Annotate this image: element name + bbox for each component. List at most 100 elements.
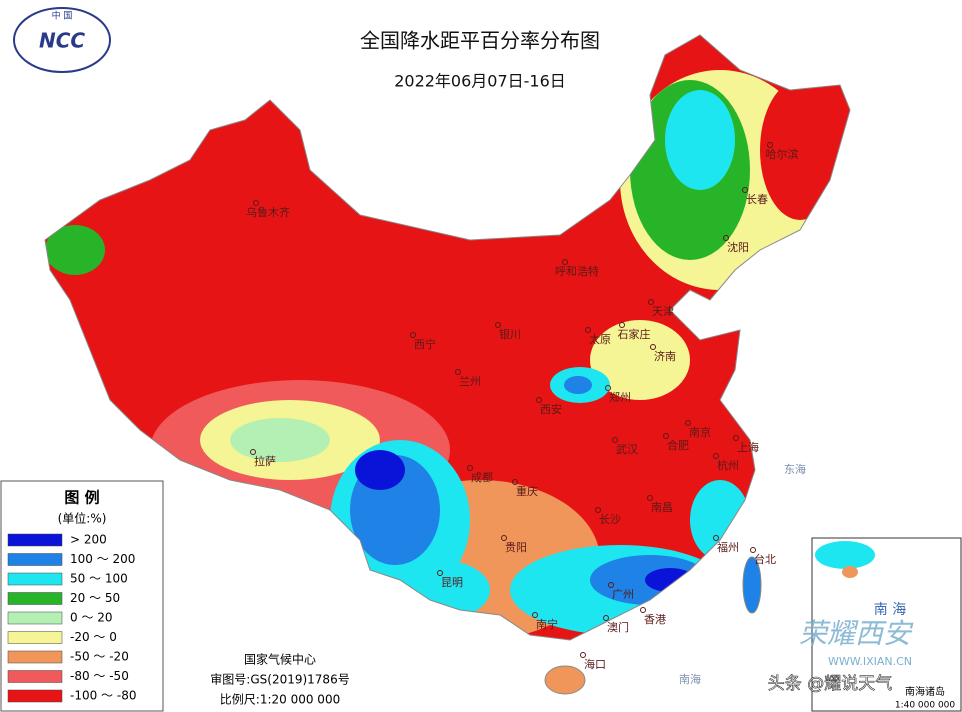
city-label: 武汉 xyxy=(616,443,638,456)
city-dot xyxy=(253,200,259,206)
legend-label: 100 ～ 200 xyxy=(70,552,135,566)
city-label: 呼和浩特 xyxy=(555,264,599,278)
city-label: 重庆 xyxy=(516,484,538,498)
city-dot xyxy=(512,479,518,485)
city-label: 广州 xyxy=(612,588,634,601)
legend-swatch xyxy=(7,533,63,547)
legend-swatch xyxy=(7,592,63,605)
city-label: 郑州 xyxy=(609,390,631,404)
city-dot xyxy=(713,453,719,459)
legend-label: 50 ～ 100 xyxy=(70,572,128,586)
city-dot xyxy=(437,570,443,576)
city-dot xyxy=(585,327,591,333)
city-dot xyxy=(742,187,748,193)
city-dot xyxy=(467,465,473,471)
city-dot xyxy=(532,612,538,618)
legend-unit: (单位:%) xyxy=(58,511,107,526)
legend-label: -100 ～ -80 xyxy=(70,689,136,703)
city-label: 贵阳 xyxy=(505,541,527,554)
city-label: 长春 xyxy=(746,193,768,206)
city-dot xyxy=(733,435,739,441)
watermark: 荣耀西安 WWW.IXIAN.CN 头条 @耀说天气 xyxy=(767,617,914,694)
city-dot xyxy=(410,332,416,338)
watermark-site: WWW.IXIAN.CN xyxy=(828,655,912,668)
city-label: 南宁 xyxy=(536,617,558,631)
city-label: 西安 xyxy=(540,402,562,416)
city-label: 沈阳 xyxy=(727,240,749,254)
city-dot xyxy=(650,344,656,350)
logo: 中 国 NCC xyxy=(13,7,111,73)
sea-label: 东海 xyxy=(784,462,806,476)
legend-label: -80 ～ -50 xyxy=(70,669,129,683)
logo-top: 中 国 xyxy=(52,10,73,22)
legend-swatch xyxy=(7,572,63,586)
watermark-name: 荣耀西安 xyxy=(799,617,914,650)
hainan xyxy=(544,665,586,695)
city-label: 南昌 xyxy=(651,501,673,514)
footer-org: 国家气候中心 xyxy=(244,652,316,667)
city-label: 上海 xyxy=(737,440,759,454)
city-dot xyxy=(713,535,719,541)
city-dot xyxy=(603,615,609,621)
legend-title: 图 例 xyxy=(64,489,99,507)
city-dot xyxy=(723,235,729,241)
city-label: 澳门 xyxy=(607,620,629,634)
city-label: 石家庄 xyxy=(618,327,651,341)
city-label: 西宁 xyxy=(414,337,436,351)
legend: 图 例 (单位:%) > 200 100 ～ 200 50 ～ 100 20 ～ 50… xyxy=(0,480,164,712)
city-dot xyxy=(685,420,691,426)
inset: 南 海 南海诸岛 1:40 000 000 xyxy=(811,537,962,712)
legend-swatch xyxy=(7,553,63,566)
legend-label: > 200 xyxy=(70,533,107,547)
legend-swatch xyxy=(7,650,63,664)
legend-swatch xyxy=(7,689,63,703)
city-dot xyxy=(648,299,654,305)
inset-sea: 南 海 xyxy=(874,602,906,618)
footer-scale: 比例尺:1:20 000 000 xyxy=(220,693,340,707)
city-dot xyxy=(605,385,611,391)
city-label: 昆明 xyxy=(441,576,463,589)
city-label: 天津 xyxy=(652,305,674,318)
city-label: 香港 xyxy=(644,613,666,626)
city-dot xyxy=(619,322,625,328)
city-dot xyxy=(536,397,542,403)
legend-swatch xyxy=(7,670,63,683)
legend-swatch xyxy=(7,631,63,644)
legend-swatch xyxy=(7,611,63,625)
city-label: 拉萨 xyxy=(254,454,276,468)
footer-approval: 审图号:GS(2019)1786号 xyxy=(210,672,349,687)
city-label: 哈尔滨 xyxy=(766,147,799,161)
legend-label: 0 ～ 20 xyxy=(70,611,113,625)
city-dot xyxy=(647,495,653,501)
city-label: 兰州 xyxy=(459,375,481,388)
city-label: 南京 xyxy=(689,425,711,439)
legend-label: -50 ～ -20 xyxy=(70,650,129,664)
city-label: 台北 xyxy=(754,552,776,566)
city-label: 福州 xyxy=(717,540,739,554)
sea-label: 南海 xyxy=(679,672,701,686)
city-dot xyxy=(595,507,601,513)
city-label: 合肥 xyxy=(667,438,689,452)
city-label: 杭州 xyxy=(717,458,739,472)
city-dot xyxy=(612,437,618,443)
city-label: 长沙 xyxy=(599,513,621,526)
inset-scale: 1:40 000 000 xyxy=(895,701,956,711)
city-dot xyxy=(580,652,586,658)
city-dot xyxy=(562,259,568,265)
city-dot xyxy=(501,535,507,541)
legend-label: 20 ～ 50 xyxy=(70,591,120,605)
city-dot xyxy=(750,547,756,553)
date: 2022年06月07日-16日 xyxy=(394,72,566,91)
city-label: 太原 xyxy=(589,333,611,346)
city-label: 银川 xyxy=(499,327,521,341)
legend-label: -20 ～ 0 xyxy=(70,630,117,644)
city-dot xyxy=(455,369,461,375)
taiwan xyxy=(742,556,762,614)
city-dot xyxy=(767,142,773,148)
logo-text: NCC xyxy=(39,29,85,53)
city-dot xyxy=(250,449,256,455)
city-label: 乌鲁木齐 xyxy=(246,205,290,219)
city-dot xyxy=(663,433,669,439)
city-label: 成都 xyxy=(471,471,493,484)
